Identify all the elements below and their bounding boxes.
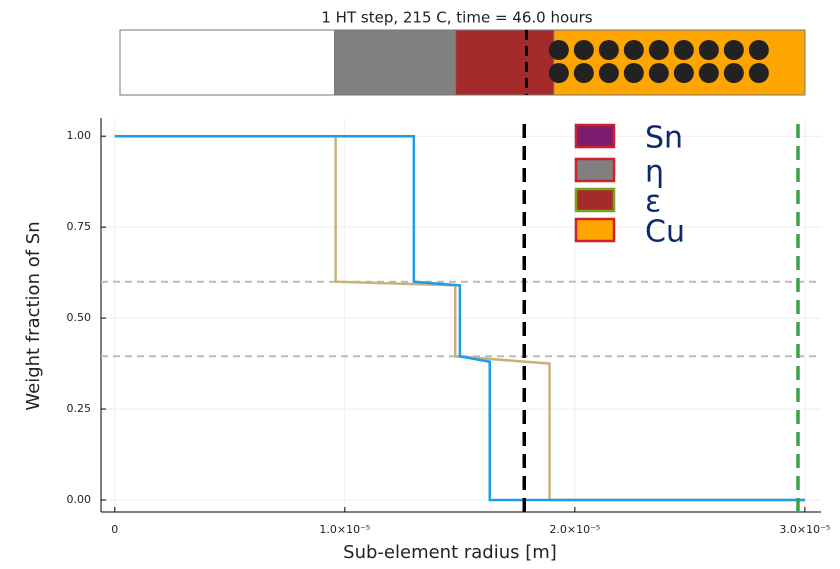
particle: [749, 63, 769, 83]
particle: [624, 63, 644, 83]
y-tick-label: 0.00: [67, 493, 92, 506]
particle: [699, 63, 719, 83]
legend-swatch: [576, 219, 614, 241]
phase-segment: [120, 30, 335, 95]
phase-segment: [554, 30, 805, 95]
legend-swatch: [576, 159, 614, 181]
page: {"chart_data": {"type": "line", "title":…: [0, 0, 840, 569]
particle: [574, 40, 594, 60]
particle: [649, 40, 669, 60]
phase-segment: [335, 30, 456, 95]
x-tick-label: 3.0×10⁻⁵: [779, 523, 830, 536]
x-axis-label: Sub-element radius [m]: [343, 542, 557, 563]
particle: [599, 40, 619, 60]
legend-swatch: [576, 189, 614, 211]
particle: [674, 40, 694, 60]
particle: [599, 63, 619, 83]
particle: [724, 63, 744, 83]
y-tick-label: 0.75: [67, 220, 92, 233]
legend-swatch: [576, 125, 614, 147]
particle: [649, 63, 669, 83]
particle: [549, 63, 569, 83]
particle: [749, 40, 769, 60]
y-tick-label: 0.50: [67, 311, 92, 324]
phase-segment: [456, 30, 554, 95]
chart-title: 1 HT step, 215 C, time = 46.0 hours: [321, 9, 592, 27]
y-axis-label: Weight fraction of Sn: [23, 221, 44, 410]
y-tick-label: 0.25: [67, 402, 92, 415]
particle: [724, 40, 744, 60]
chart: 1 HT step, 215 C, time = 46.0 hours Sub-…: [0, 0, 840, 569]
legend-label: Cu: [645, 215, 685, 250]
particle: [574, 63, 594, 83]
x-tick-label: 0: [111, 523, 118, 536]
x-tick-label: 1.0×10⁻⁵: [319, 523, 370, 536]
y-tick-label: 1.00: [67, 129, 92, 142]
x-tick-label: 2.0×10⁻⁵: [549, 523, 600, 536]
particle: [699, 40, 719, 60]
particle: [674, 63, 694, 83]
particle: [549, 40, 569, 60]
particle: [624, 40, 644, 60]
legend-label: Sn: [645, 121, 683, 156]
